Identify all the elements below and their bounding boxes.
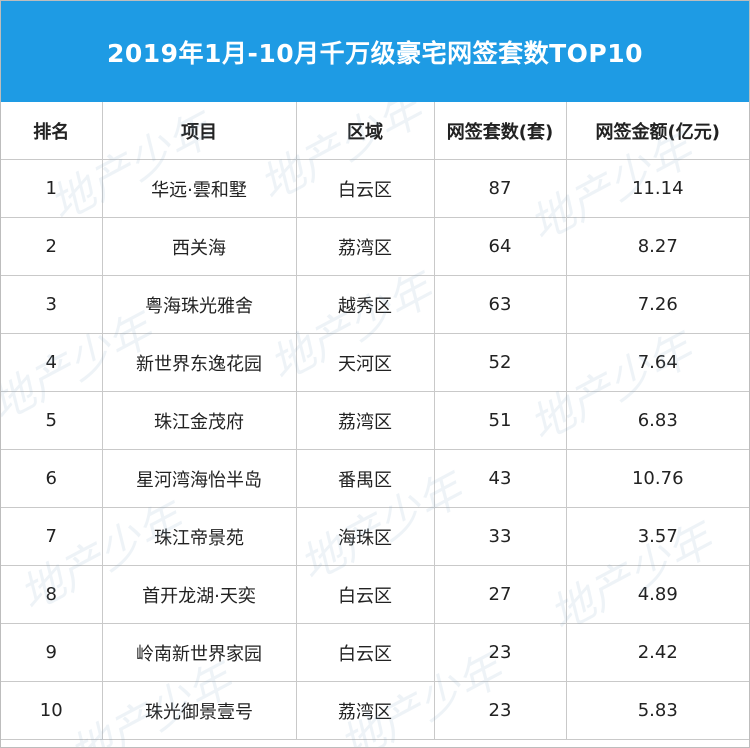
- table-row: 1 华远·雲和墅 白云区 87 11.14: [1, 159, 749, 218]
- project-cell: 星河湾海怡半岛: [101, 449, 297, 508]
- project-cell: 首开龙湖·天奕: [101, 565, 297, 624]
- table-row: 8 首开龙湖·天奕 白云区 27 4.89: [1, 565, 749, 624]
- table-row: 4 新世界东逸花园 天河区 52 7.64: [1, 333, 749, 392]
- table-row: 7 珠江帝景苑 海珠区 33 3.57: [1, 507, 749, 566]
- rank-cell: 1: [1, 159, 103, 218]
- project-cell: 华远·雲和墅: [101, 159, 297, 218]
- rank-cell: 6: [1, 449, 103, 508]
- project-cell: 珠江帝景苑: [101, 507, 297, 566]
- rank-cell: 10: [1, 681, 103, 740]
- rank-cell: 8: [1, 565, 103, 624]
- header-units: 网签套数(套): [433, 102, 567, 160]
- rank-cell: 9: [1, 623, 103, 682]
- district-cell: 白云区: [295, 159, 435, 218]
- table-header-row: 排名 项目 区域 网签套数(套) 网签金额(亿元): [1, 102, 749, 160]
- table-row: 9 岭南新世界家园 白云区 23 2.42: [1, 623, 749, 682]
- units-cell: 27: [433, 565, 567, 624]
- rank-cell: 4: [1, 333, 103, 392]
- table-row: 3 粤海珠光雅舍 越秀区 63 7.26: [1, 275, 749, 334]
- header-amount: 网签金额(亿元): [565, 102, 749, 160]
- amount-cell: 7.26: [565, 275, 749, 334]
- rank-cell: 7: [1, 507, 103, 566]
- header-district: 区域: [295, 102, 435, 160]
- units-cell: 43: [433, 449, 567, 508]
- project-cell: 珠江金茂府: [101, 391, 297, 450]
- amount-cell: 8.27: [565, 217, 749, 276]
- district-cell: 荔湾区: [295, 217, 435, 276]
- amount-cell: 3.57: [565, 507, 749, 566]
- rank-cell: 3: [1, 275, 103, 334]
- district-cell: 天河区: [295, 333, 435, 392]
- page-title: 2019年1月-10月千万级豪宅网签套数TOP10: [106, 38, 644, 68]
- header-rank: 排名: [1, 102, 103, 160]
- units-cell: 33: [433, 507, 567, 566]
- district-cell: 海珠区: [295, 507, 435, 566]
- table-row: 10 珠光御景壹号 荔湾区 23 5.83: [1, 681, 749, 740]
- district-cell: 番禺区: [295, 449, 435, 508]
- amount-cell: 7.64: [565, 333, 749, 392]
- district-cell: 荔湾区: [295, 681, 435, 740]
- amount-cell: 4.89: [565, 565, 749, 624]
- table-row: 6 星河湾海怡半岛 番禺区 43 10.76: [1, 449, 749, 508]
- district-cell: 白云区: [295, 623, 435, 682]
- district-cell: 越秀区: [295, 275, 435, 334]
- units-cell: 52: [433, 333, 567, 392]
- amount-cell: 2.42: [565, 623, 749, 682]
- project-cell: 新世界东逸花园: [101, 333, 297, 392]
- units-cell: 23: [433, 623, 567, 682]
- project-cell: 西关海: [101, 217, 297, 276]
- amount-cell: 10.76: [565, 449, 749, 508]
- units-cell: 64: [433, 217, 567, 276]
- district-cell: 白云区: [295, 565, 435, 624]
- amount-cell: 5.83: [565, 681, 749, 740]
- ranking-table: 排名 项目 区域 网签套数(套) 网签金额(亿元) 1 华远·雲和墅 白云区 8…: [1, 102, 749, 740]
- amount-cell: 11.14: [565, 159, 749, 218]
- header-project: 项目: [101, 102, 297, 160]
- rank-cell: 5: [1, 391, 103, 450]
- amount-cell: 6.83: [565, 391, 749, 450]
- district-cell: 荔湾区: [295, 391, 435, 450]
- project-cell: 粤海珠光雅舍: [101, 275, 297, 334]
- units-cell: 87: [433, 159, 567, 218]
- units-cell: 51: [433, 391, 567, 450]
- rank-cell: 2: [1, 217, 103, 276]
- title-banner: 2019年1月-10月千万级豪宅网签套数TOP10: [1, 1, 749, 102]
- table-row: 5 珠江金茂府 荔湾区 51 6.83: [1, 391, 749, 450]
- table-row: 2 西关海 荔湾区 64 8.27: [1, 217, 749, 276]
- units-cell: 63: [433, 275, 567, 334]
- project-cell: 珠光御景壹号: [101, 681, 297, 740]
- project-cell: 岭南新世界家园: [101, 623, 297, 682]
- units-cell: 23: [433, 681, 567, 740]
